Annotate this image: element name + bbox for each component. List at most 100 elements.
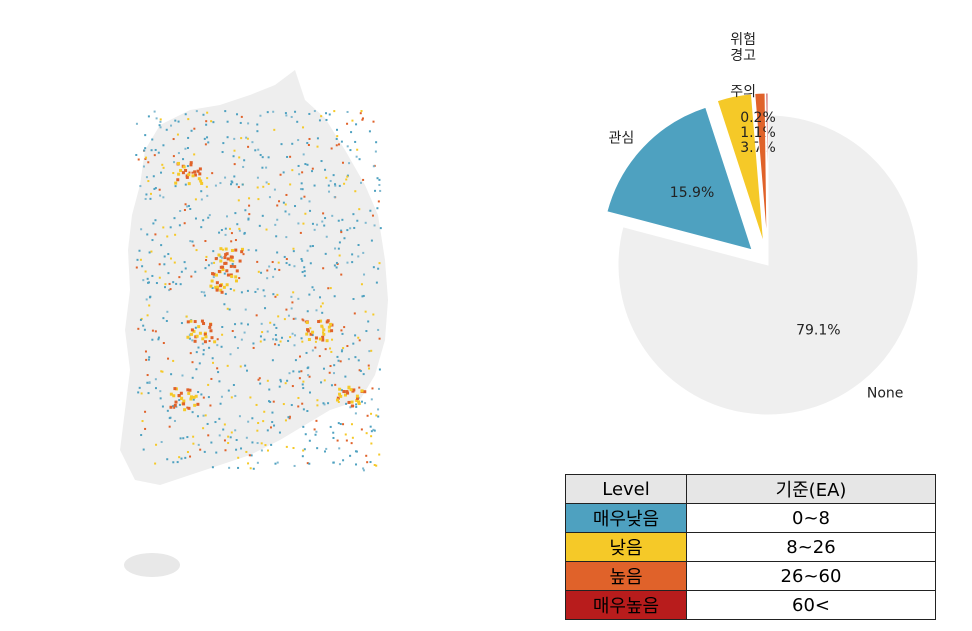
map-speck [235, 448, 238, 451]
map-speck [189, 163, 193, 167]
map-speck [345, 178, 348, 181]
map-speck [357, 255, 360, 258]
map-speck [207, 141, 210, 144]
map-speck [271, 411, 274, 414]
map-speck [293, 265, 296, 268]
map-speck [311, 286, 314, 289]
map-speck [322, 328, 326, 332]
map-speck [327, 402, 330, 405]
map-speck [367, 320, 370, 323]
map-speck [145, 298, 148, 301]
map-speck [137, 158, 140, 161]
map-speck [196, 169, 200, 173]
map-speck [296, 120, 299, 123]
map-speck [359, 369, 362, 372]
map-speck [325, 447, 328, 450]
map-speck [297, 139, 300, 142]
map-speck [230, 249, 234, 253]
map-speck [154, 387, 157, 390]
map-speck [303, 195, 306, 198]
map-speck [252, 346, 255, 349]
map-speck [256, 123, 259, 126]
map-speck [191, 361, 194, 364]
map-speck [147, 115, 150, 118]
map-speck [181, 374, 184, 377]
map-speck [149, 192, 152, 195]
map-speck [341, 218, 344, 221]
map-speck [330, 350, 333, 353]
map-speck [186, 320, 190, 324]
map-speck [337, 219, 340, 222]
map-speck [175, 405, 178, 408]
map-speck [158, 276, 161, 279]
map-speck [204, 414, 207, 417]
map-speck [360, 400, 363, 403]
map-speck [259, 114, 262, 117]
map-speck [322, 267, 325, 270]
map-speck [377, 328, 380, 331]
map-speck [368, 367, 371, 370]
map-speck [180, 270, 183, 273]
map-speck [340, 273, 343, 276]
map-speck [240, 447, 243, 450]
map-speck [193, 173, 197, 177]
map-speck [292, 317, 295, 320]
map-speck [199, 179, 203, 183]
map-speck [204, 143, 207, 146]
map-speck [350, 423, 353, 426]
map-speck [151, 338, 154, 341]
map-speck [303, 448, 306, 451]
map-speck [273, 424, 276, 427]
map-speck [211, 172, 214, 175]
map-speck [307, 144, 310, 147]
map-speck [221, 268, 225, 272]
map-speck [306, 141, 309, 144]
map-speck [293, 464, 296, 467]
map-speck [223, 272, 226, 275]
table-row: 매우낮음 0~8 [565, 503, 936, 533]
map-speck [271, 261, 274, 264]
map-speck [248, 204, 251, 207]
map-speck [311, 245, 314, 248]
map-speck [358, 369, 361, 372]
map-speck [355, 123, 358, 126]
map-speck [189, 207, 192, 210]
map-speck [370, 349, 373, 352]
map-speck [234, 212, 237, 215]
map-speck [185, 315, 188, 318]
map-speck [311, 330, 315, 334]
map-speck [197, 325, 201, 329]
map-speck [333, 264, 336, 267]
map-speck [231, 330, 234, 333]
map-speck [247, 420, 250, 423]
map-speck [140, 434, 143, 437]
map-speck [200, 226, 203, 229]
map-speck [323, 450, 326, 453]
map-speck [189, 397, 193, 401]
map-speck [223, 256, 227, 260]
map-speck [339, 360, 342, 363]
map-speck [329, 347, 332, 350]
map-speck [206, 111, 209, 114]
map-speck [150, 250, 153, 253]
map-speck [308, 439, 311, 442]
map-speck [245, 436, 248, 439]
map-speck [350, 131, 353, 134]
map-speck [247, 248, 250, 251]
map-speck [184, 267, 187, 270]
map-speck [186, 388, 190, 392]
map-speck [346, 345, 349, 348]
map-speck [206, 136, 209, 139]
map-speck [153, 187, 156, 190]
map-speck [297, 222, 300, 225]
map-speck [180, 457, 183, 460]
map-speck [256, 288, 259, 291]
map-speck [274, 223, 277, 226]
map-speck [224, 110, 227, 113]
map-speck [237, 199, 240, 202]
map-speck [202, 219, 205, 222]
map-speck [240, 322, 243, 325]
map-speck [300, 182, 303, 185]
map-speck [210, 441, 213, 444]
map-speck [362, 251, 365, 254]
